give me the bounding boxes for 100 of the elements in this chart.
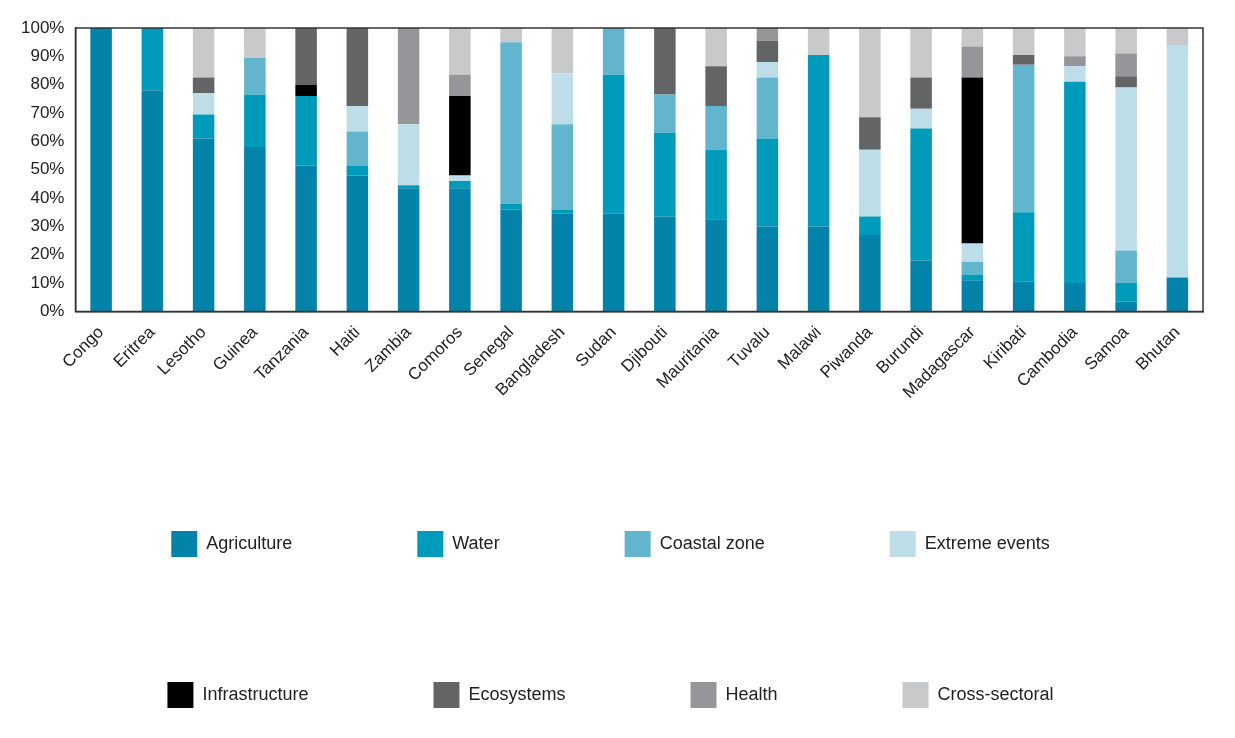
bar — [192, 93, 215, 115]
bar — [961, 28, 984, 47]
bar — [1012, 281, 1035, 312]
bar — [397, 28, 420, 125]
bar — [1166, 45, 1189, 278]
bar — [859, 216, 881, 235]
bar — [244, 94, 266, 148]
bar — [551, 209, 574, 214]
bar — [602, 74, 625, 214]
bar — [346, 165, 369, 176]
bar — [244, 28, 266, 58]
bar — [859, 117, 881, 150]
bar — [807, 54, 830, 227]
bar — [1115, 53, 1137, 77]
bar — [654, 28, 676, 95]
bar — [397, 185, 420, 189]
bar — [1064, 283, 1086, 312]
y-tick-label: 60% — [30, 131, 65, 151]
bar — [449, 28, 471, 75]
bar — [1064, 56, 1086, 67]
bar — [500, 28, 522, 43]
bar — [859, 234, 881, 312]
bar — [1115, 283, 1137, 302]
bar — [1012, 64, 1035, 213]
bar — [295, 96, 317, 166]
bar — [346, 105, 369, 132]
bar — [1064, 66, 1086, 82]
bar — [449, 74, 471, 97]
bar — [705, 28, 727, 67]
bar — [807, 226, 830, 312]
bar — [910, 28, 932, 78]
bar — [500, 203, 522, 210]
bar — [192, 138, 215, 312]
bar — [602, 28, 625, 75]
bar — [346, 28, 369, 106]
bar — [346, 175, 369, 312]
bar — [705, 105, 727, 150]
bar — [295, 28, 317, 85]
bar — [910, 108, 932, 129]
bar — [551, 28, 574, 74]
y-tick-label: 40% — [30, 187, 65, 207]
y-tick-label: 50% — [30, 159, 65, 179]
bar — [961, 243, 984, 262]
bar — [1115, 301, 1137, 312]
bar — [807, 28, 830, 55]
bar — [1166, 28, 1189, 46]
bar — [141, 90, 164, 312]
y-tick-label: 20% — [30, 244, 65, 264]
bar — [654, 94, 676, 133]
legend-label: Agriculture — [206, 532, 293, 553]
bar — [705, 149, 727, 220]
bar — [756, 40, 779, 63]
bar — [244, 147, 266, 312]
bar — [397, 188, 420, 312]
bar — [1166, 277, 1189, 312]
bar — [910, 77, 932, 109]
bar — [961, 77, 984, 244]
legend-label: Health — [725, 683, 778, 704]
bar — [1012, 28, 1035, 55]
bar — [551, 124, 574, 210]
bar — [295, 165, 317, 312]
bar — [756, 138, 779, 227]
y-tick-label: 100% — [21, 17, 65, 37]
bar — [397, 124, 420, 186]
bar — [705, 66, 727, 106]
y-tick-label: 70% — [30, 102, 65, 122]
bar — [449, 175, 471, 182]
bar — [141, 28, 164, 91]
bar — [1012, 54, 1035, 65]
bar — [346, 131, 369, 166]
bar — [859, 149, 881, 217]
legend-label: Infrastructure — [202, 683, 309, 704]
bar — [961, 261, 984, 275]
bar — [1012, 212, 1035, 282]
bar — [1115, 76, 1137, 88]
y-tick-label: 80% — [30, 74, 65, 94]
legend-label: Ecosystems — [468, 683, 566, 704]
legend-label: Coastal zone — [659, 532, 765, 553]
bar — [961, 46, 984, 78]
bar — [654, 216, 676, 312]
bar — [859, 28, 881, 118]
y-tick-label: 90% — [30, 46, 65, 66]
bar — [910, 128, 932, 261]
bar — [756, 28, 779, 41]
bar — [1115, 28, 1137, 54]
legend-label: Water — [452, 532, 500, 553]
bar — [449, 188, 471, 312]
y-tick-label: 10% — [30, 272, 65, 292]
bar — [961, 280, 984, 312]
y-tick-label: 30% — [30, 216, 65, 236]
bar — [910, 260, 932, 312]
bar — [1064, 81, 1086, 284]
bar — [551, 73, 574, 125]
bar — [192, 77, 215, 94]
bar — [244, 57, 266, 95]
bar — [500, 42, 522, 204]
bar — [551, 213, 574, 312]
bar — [705, 219, 727, 312]
bar — [500, 209, 522, 312]
bar — [1115, 250, 1137, 284]
